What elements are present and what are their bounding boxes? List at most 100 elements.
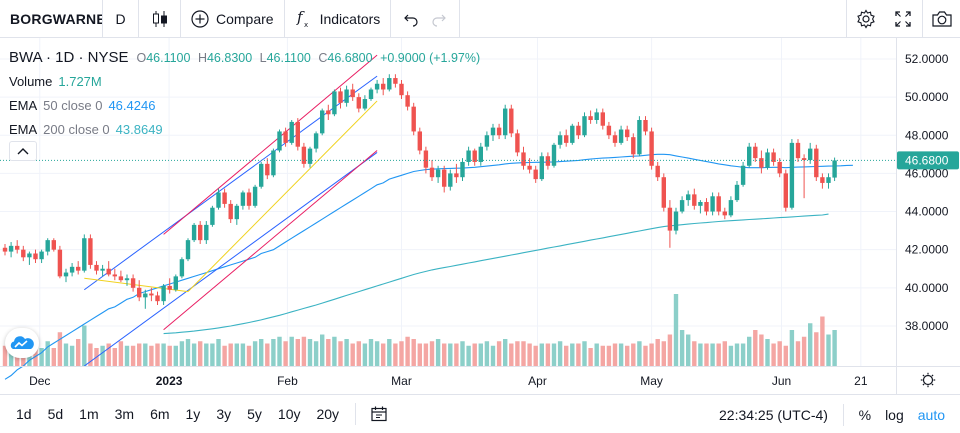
candle <box>307 146 313 168</box>
candle <box>655 161 660 182</box>
cloud-logo-icon <box>10 336 34 349</box>
candle-body <box>76 266 81 271</box>
candle <box>442 165 447 193</box>
range-button-1m[interactable]: 1m <box>79 406 99 422</box>
candle-body <box>118 276 124 281</box>
interval-button[interactable]: D <box>103 0 139 38</box>
range-button-20y[interactable]: 20y <box>316 406 340 422</box>
legend-ema200-value: 43.8649 <box>115 122 163 137</box>
candle-body <box>259 163 264 187</box>
range-button-1d[interactable]: 1d <box>16 406 32 422</box>
range-button-5d[interactable]: 5d <box>47 406 64 422</box>
trend-line <box>84 277 189 293</box>
range-button-1y[interactable]: 1y <box>185 406 201 422</box>
candle-body <box>832 160 837 178</box>
candle <box>588 110 593 124</box>
axis-settings-icon[interactable] <box>920 372 936 388</box>
fullscreen-button[interactable] <box>884 0 922 38</box>
compare-button[interactable]: Compare <box>181 0 285 38</box>
candle-body <box>588 116 593 120</box>
candle <box>564 129 569 147</box>
symbol-search-button[interactable]: BORGWARNER <box>0 0 103 38</box>
candle <box>801 154 807 199</box>
candle <box>222 188 227 208</box>
candle-body <box>814 148 819 178</box>
candle <box>21 245 26 262</box>
candle <box>301 142 307 168</box>
auto-scale-button[interactable]: auto <box>917 406 945 423</box>
volume-bar <box>527 343 532 366</box>
time-axis-label: 21 <box>854 374 868 388</box>
volume-bar <box>149 345 154 366</box>
trend-line <box>163 150 378 331</box>
legend-collapse-button[interactable] <box>9 141 37 161</box>
candle-body <box>423 150 429 168</box>
range-button-3m[interactable]: 3m <box>114 406 135 422</box>
candle-body <box>289 121 294 143</box>
log-scale-button[interactable]: log <box>885 406 904 423</box>
range-button-10y[interactable]: 10y <box>277 406 301 422</box>
candle-body <box>527 165 532 170</box>
volume-bar <box>289 336 294 366</box>
candle-body <box>374 83 380 90</box>
candle-body <box>362 99 368 109</box>
legend-close: 46.6800 <box>327 51 373 65</box>
volume-bar <box>423 343 429 366</box>
candle <box>679 196 685 214</box>
settings-button[interactable] <box>846 0 884 38</box>
candle <box>606 121 612 140</box>
volume-bar <box>106 343 111 366</box>
legend-ema50-row[interactable]: EMA 50 close 0 46.4246 <box>9 94 484 118</box>
range-button-3y[interactable]: 3y <box>216 406 232 422</box>
volume-bar <box>826 334 831 366</box>
percent-scale-button[interactable]: % <box>858 406 872 423</box>
volume-bar <box>594 343 599 366</box>
candle <box>728 196 734 218</box>
candle-body <box>277 131 282 151</box>
price-axis-label: 44.0000 <box>905 205 949 219</box>
snapshot-button[interactable] <box>922 0 960 38</box>
volume-bar <box>606 345 612 366</box>
volume-bar <box>100 345 105 366</box>
legend-volume-row[interactable]: Volume 1.727M <box>9 70 484 94</box>
candle-body <box>582 116 587 136</box>
candle <box>417 127 422 155</box>
time-axis-label: 2023 <box>156 374 183 388</box>
goto-date-button[interactable] <box>364 405 394 423</box>
candle-body <box>307 148 313 164</box>
volume-bar <box>667 334 673 366</box>
candle-body <box>460 161 465 178</box>
volume-bar <box>832 330 837 366</box>
volume-bar <box>557 341 563 366</box>
candle-body <box>69 266 75 273</box>
redo-button[interactable] <box>425 0 461 38</box>
candle-body <box>777 161 782 174</box>
tradingview-logo-button[interactable] <box>5 328 39 358</box>
legend-ema200-row[interactable]: EMA 200 close 0 43.8649 <box>9 118 484 142</box>
candle-body <box>27 253 32 258</box>
volume-bar <box>600 345 605 366</box>
candle <box>533 165 538 183</box>
candle-body <box>63 272 69 277</box>
candle-body <box>515 133 520 153</box>
chart-type-button[interactable] <box>139 0 181 38</box>
volume-bar <box>643 345 648 366</box>
candle <box>8 242 14 258</box>
range-button-5y[interactable]: 5y <box>247 406 262 422</box>
range-button-6m[interactable]: 6m <box>150 406 170 422</box>
indicators-button[interactable]: f x Indicators <box>285 0 392 38</box>
candle-body <box>94 264 99 271</box>
volume-bar <box>344 339 349 366</box>
price-axis-label: 48.0000 <box>905 128 949 142</box>
candle-body <box>503 108 508 136</box>
volume-bar <box>661 341 666 366</box>
candle-body <box>45 240 50 252</box>
candle <box>448 169 453 191</box>
clock-timezone-button[interactable]: 22:34:25 (UTC-4) <box>719 395 828 433</box>
candle-body <box>429 167 435 178</box>
candle-body <box>57 249 63 277</box>
volume-bar <box>143 343 148 366</box>
undo-button[interactable] <box>391 0 425 38</box>
volume-bar <box>216 339 221 366</box>
candle-body <box>173 276 178 290</box>
